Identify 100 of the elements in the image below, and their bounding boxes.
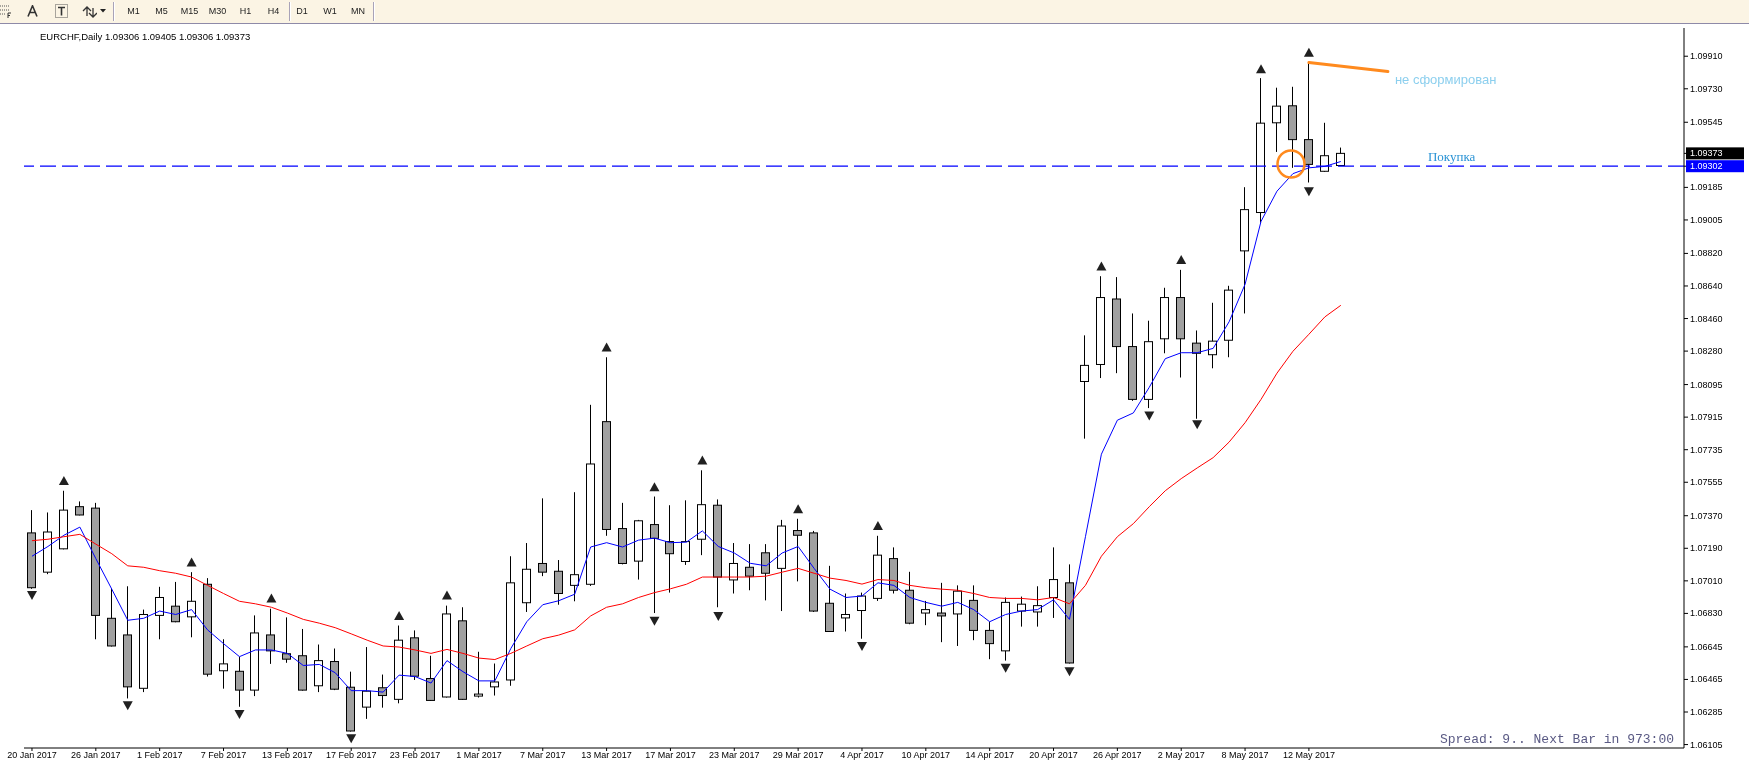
timeframe-label: H4 [267, 5, 280, 17]
y-tick-label: 1.09005 [1690, 214, 1723, 225]
y-tick-label: 1.06645 [1690, 641, 1723, 652]
candlestick [665, 504, 674, 594]
point [234, 709, 245, 719]
point [872, 521, 883, 531]
candlestick [219, 638, 228, 690]
chart-title: EURCHF,Daily 1.09306 1.09405 1.09306 1.09373 [40, 30, 251, 42]
x-tick-label: 7 Mar 2017 [519, 750, 566, 761]
point [58, 475, 69, 485]
y-tick-label: 1.07370 [1690, 510, 1723, 521]
ref-line-label: Покупка [1427, 149, 1476, 165]
candlestick [426, 655, 435, 702]
y-tick-label: 1.08640 [1690, 280, 1723, 291]
x-tick-label: 10 Apr 2017 [901, 750, 951, 761]
timeframe-label: W1 [323, 5, 337, 17]
x-tick-label: 12 May 2017 [1282, 750, 1335, 761]
candlestick [1320, 122, 1329, 173]
timeframe-label: M15 [180, 5, 199, 17]
x-tick-label: 7 Feb 2017 [200, 750, 247, 761]
candlestick [538, 497, 547, 577]
y-tick-label: 1.09373 [1690, 148, 1723, 159]
candlestick [729, 542, 738, 595]
candlestick [745, 543, 754, 591]
x-tick-label: 17 Feb 2017 [325, 750, 377, 761]
point [186, 557, 197, 567]
timeframe-label: MN [351, 5, 365, 17]
x-tick-label: 26 Apr 2017 [1093, 750, 1142, 761]
point [1176, 255, 1187, 265]
y-tick-label: 1.08095 [1690, 379, 1723, 390]
point [346, 734, 357, 744]
candlestick [474, 651, 483, 699]
candlestick [841, 593, 850, 632]
x-tick-label: 29 Mar 2017 [772, 750, 824, 761]
candlestick [266, 608, 275, 665]
point [649, 616, 660, 626]
candlestick [1208, 302, 1217, 369]
point [1000, 663, 1011, 673]
candlestick [1272, 87, 1281, 153]
candlestick [793, 518, 802, 582]
candlestick [1080, 334, 1089, 440]
candlestick [761, 543, 770, 601]
x-tick-label: 13 Feb 2017 [262, 750, 313, 761]
x-tick-label: 8 May 2017 [1221, 750, 1269, 761]
x-tick-label: 4 Apr 2017 [840, 750, 884, 761]
point [1096, 261, 1107, 271]
point [1303, 187, 1314, 197]
timeframe-label: M5 [155, 5, 168, 17]
candlestick [554, 559, 563, 606]
y-tick-label: 1.09730 [1690, 83, 1723, 94]
candlestick [681, 499, 690, 566]
point [1192, 420, 1203, 430]
y-tick-label: 1.07190 [1690, 543, 1723, 554]
point [856, 641, 867, 651]
candlestick [857, 592, 866, 640]
x-tick-label: 13 Mar 2017 [581, 750, 632, 761]
candlestick [921, 600, 930, 626]
x-tick-label: 26 Jan 2017 [71, 750, 121, 761]
point [266, 593, 277, 603]
point [649, 482, 660, 492]
timeframe-label: M30 [208, 5, 227, 17]
y-tick-label: 1.07555 [1690, 477, 1723, 488]
y-tick-label: 1.08460 [1690, 313, 1723, 324]
y-tick-label: 1.09185 [1690, 182, 1723, 193]
y-tick-label: 1.09302 [1690, 161, 1723, 172]
y-tick-label: 1.06285 [1690, 707, 1723, 717]
point [1144, 411, 1155, 421]
y-tick-label: 1.07010 [1690, 575, 1723, 586]
annotation: не сформирован [1394, 72, 1497, 88]
x-tick-label: 14 Apr 2017 [965, 750, 1014, 761]
candlestick [570, 491, 579, 602]
point [697, 455, 708, 465]
timeframe-label: D1 [296, 5, 308, 17]
point [122, 701, 133, 711]
point [1256, 64, 1267, 74]
candlestick [985, 621, 994, 660]
x-tick-label: 23 Feb 2017 [389, 750, 441, 761]
y-tick-label: 1.06830 [1690, 608, 1723, 619]
y-tick-label: 1.07735 [1690, 444, 1723, 455]
y-tick-label: 1.09910 [1690, 51, 1723, 62]
candlestick [650, 496, 659, 614]
candlestick [282, 616, 291, 664]
candlestick [171, 581, 180, 623]
x-tick-label: 20 Jan 2017 [7, 750, 57, 761]
x-tick-label: 1 Feb 2017 [136, 750, 183, 761]
candlestick [1192, 329, 1201, 420]
candlestick [1049, 546, 1058, 619]
candlestick [937, 582, 946, 643]
x-tick-label: 17 Mar 2017 [645, 750, 696, 761]
x-tick-label: 20 Apr 2017 [1029, 750, 1078, 761]
y-tick-label: 1.08820 [1690, 248, 1723, 259]
text: Spread: 9.. Next Bar in 973:00 [1439, 731, 1674, 747]
x-tick-label: 1 Mar 2017 [456, 750, 502, 761]
y-tick-label: 1.08280 [1690, 346, 1723, 357]
candlestick [490, 663, 499, 697]
timeframe-label: H1 [239, 5, 252, 17]
y-tick-label: 1.07915 [1690, 412, 1723, 423]
x-tick-label: 23 Mar 2017 [709, 750, 760, 761]
point [394, 610, 405, 620]
line-series [31, 304, 1342, 661]
